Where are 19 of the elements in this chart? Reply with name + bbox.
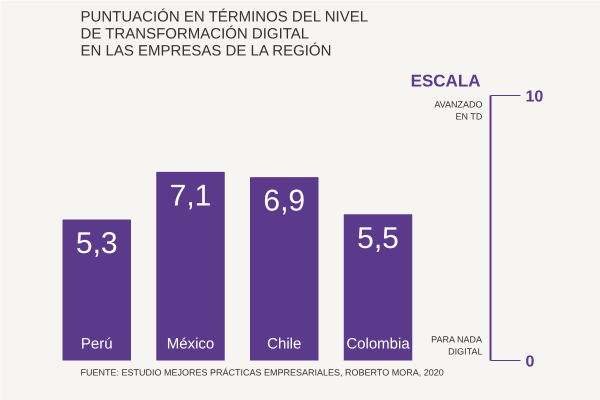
bar xyxy=(62,220,131,360)
y-tick-label: 0 xyxy=(526,354,534,370)
annotation: AVANZADO EN TD xyxy=(434,100,483,122)
bar xyxy=(250,177,318,360)
data-label: 5,3 xyxy=(76,227,118,260)
x-tick-label: México xyxy=(166,336,214,352)
chart-title: PUNTUACIÓN EN TÉRMINOS DEL NIVEL DE TRANSFORMACIÓN DIGITAL EN LAS EMPRESAS DE LA REGIÓN xyxy=(80,8,368,60)
data-label: 7,1 xyxy=(170,179,212,212)
source-note: FUENTE: ESTUDIO MEJORES PRÁCTICAS EMPRESARIALES, ROBERTO MORA, 2020 xyxy=(80,368,444,378)
x-tick-label: Chile xyxy=(267,336,302,352)
bar xyxy=(156,172,225,360)
data-label: 6,9 xyxy=(263,184,306,218)
x-tick-label: Perú xyxy=(80,336,113,352)
annotation: PARA NADA DIGITAL xyxy=(431,334,483,356)
bar xyxy=(344,214,412,360)
data-label: 5,5 xyxy=(357,222,399,255)
x-tick-label: Colombia xyxy=(346,336,410,352)
y-tick-label: 10 xyxy=(526,88,544,106)
text: ESCALA xyxy=(410,72,481,90)
